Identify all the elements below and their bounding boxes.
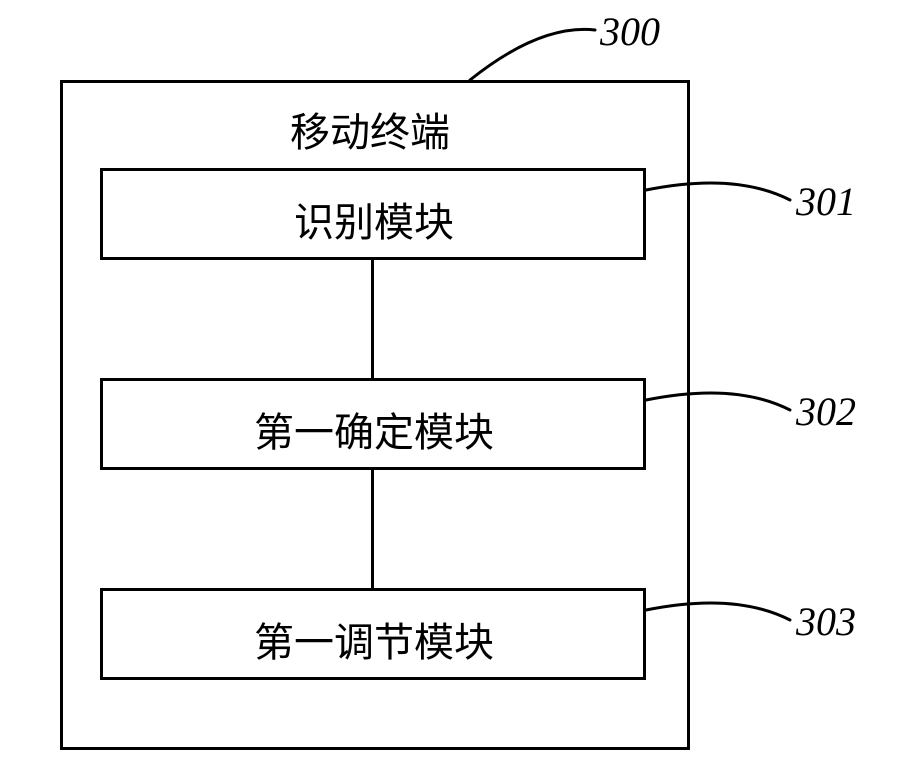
callout-303-number: 303: [796, 598, 856, 645]
callout-303-lead: [0, 0, 924, 782]
